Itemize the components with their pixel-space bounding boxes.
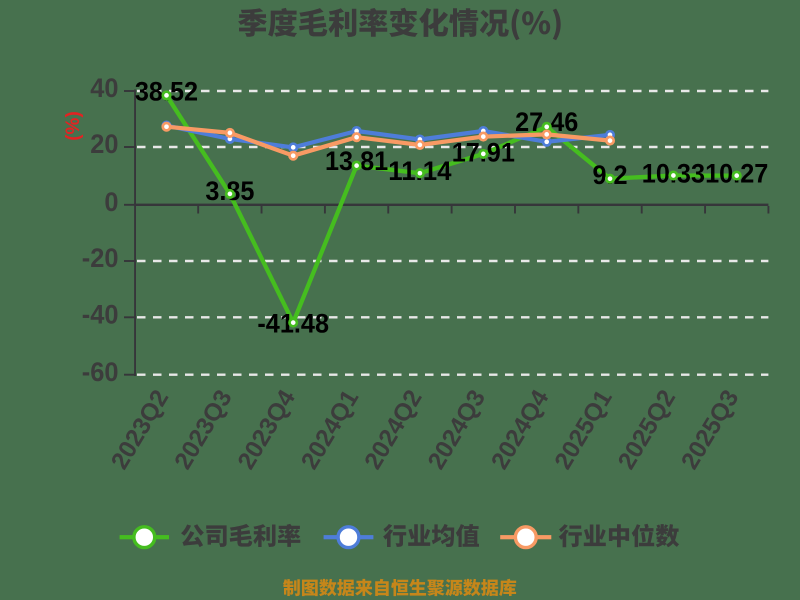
svg-text:-20: -20 (82, 243, 119, 273)
svg-text:-60: -60 (82, 357, 119, 387)
svg-text:0: 0 (104, 187, 118, 217)
svg-text:-40: -40 (82, 299, 119, 329)
svg-text:(%): (%) (63, 111, 84, 141)
svg-text:20: 20 (90, 129, 118, 159)
svg-text:40: 40 (90, 73, 118, 103)
